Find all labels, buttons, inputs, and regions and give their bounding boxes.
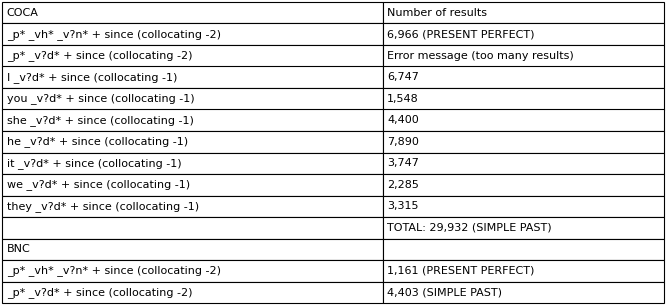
- Bar: [2, 152, 383, 174]
- Bar: [383, 239, 664, 260]
- Text: _p* _vh* _v?n* + since (collocating -2): _p* _vh* _v?n* + since (collocating -2): [7, 265, 220, 276]
- Bar: [2, 131, 383, 152]
- Bar: [2, 23, 383, 45]
- Text: he _v?d* + since (collocating -1): he _v?d* + since (collocating -1): [7, 136, 188, 147]
- Text: _p* _v?d* + since (collocating -2): _p* _v?d* + since (collocating -2): [7, 50, 192, 61]
- Bar: [383, 88, 664, 109]
- Text: it _v?d* + since (collocating -1): it _v?d* + since (collocating -1): [7, 158, 181, 169]
- Bar: [383, 45, 664, 66]
- Bar: [2, 2, 383, 23]
- Text: 7,890: 7,890: [388, 137, 419, 147]
- Bar: [383, 2, 664, 23]
- Bar: [2, 196, 383, 217]
- Text: 1,161 (PRESENT PERFECT): 1,161 (PRESENT PERFECT): [388, 266, 535, 276]
- Bar: [2, 174, 383, 196]
- Text: 3,747: 3,747: [388, 158, 419, 168]
- Text: 3,315: 3,315: [388, 201, 419, 211]
- Bar: [2, 45, 383, 66]
- Text: 6,747: 6,747: [388, 72, 419, 82]
- Text: you _v?d* + since (collocating -1): you _v?d* + since (collocating -1): [7, 93, 194, 104]
- Bar: [2, 109, 383, 131]
- Bar: [383, 217, 664, 239]
- Text: we _v?d* + since (collocating -1): we _v?d* + since (collocating -1): [7, 179, 190, 190]
- Bar: [2, 66, 383, 88]
- Bar: [2, 282, 383, 303]
- Text: BNC: BNC: [7, 244, 31, 254]
- Text: 4,403 (SIMPLE PAST): 4,403 (SIMPLE PAST): [388, 287, 502, 297]
- Bar: [383, 23, 664, 45]
- Bar: [383, 109, 664, 131]
- Bar: [2, 239, 383, 260]
- Text: _p* _vh* _v?n* + since (collocating -2): _p* _vh* _v?n* + since (collocating -2): [7, 29, 220, 40]
- Text: Number of results: Number of results: [388, 8, 488, 18]
- Bar: [2, 88, 383, 109]
- Text: I _v?d* + since (collocating -1): I _v?d* + since (collocating -1): [7, 72, 177, 83]
- Text: 6,966 (PRESENT PERFECT): 6,966 (PRESENT PERFECT): [388, 29, 535, 39]
- Text: Error message (too many results): Error message (too many results): [388, 51, 574, 61]
- Bar: [383, 196, 664, 217]
- Text: they _v?d* + since (collocating -1): they _v?d* + since (collocating -1): [7, 201, 198, 212]
- Text: 2,285: 2,285: [388, 180, 419, 190]
- Text: 1,548: 1,548: [388, 94, 419, 104]
- Bar: [383, 152, 664, 174]
- Text: 4,400: 4,400: [388, 115, 419, 125]
- Bar: [383, 260, 664, 282]
- Bar: [383, 174, 664, 196]
- Bar: [383, 66, 664, 88]
- Text: _p* _v?d* + since (collocating -2): _p* _v?d* + since (collocating -2): [7, 287, 192, 298]
- Text: she _v?d* + since (collocating -1): she _v?d* + since (collocating -1): [7, 115, 194, 126]
- Bar: [2, 260, 383, 282]
- Text: TOTAL: 29,932 (SIMPLE PAST): TOTAL: 29,932 (SIMPLE PAST): [388, 223, 552, 233]
- Bar: [383, 282, 664, 303]
- Text: COCA: COCA: [7, 8, 39, 18]
- Bar: [383, 131, 664, 152]
- Bar: [2, 217, 383, 239]
